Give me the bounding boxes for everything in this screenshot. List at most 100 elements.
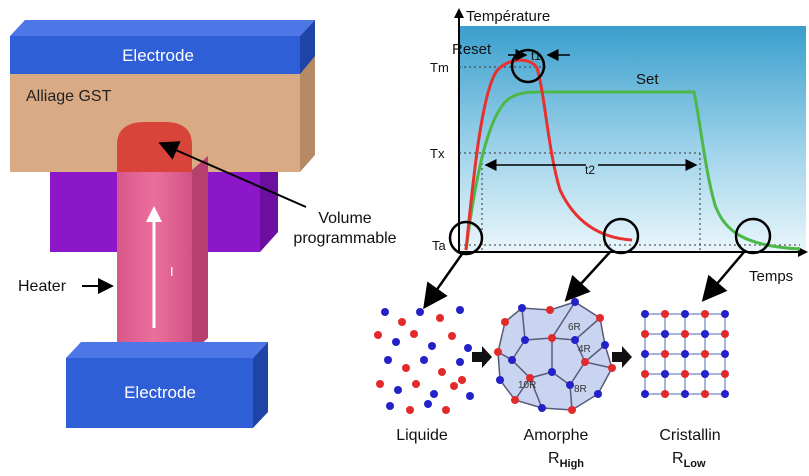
liquid-label: Liquide (396, 427, 448, 444)
top-electrode-label: Electrode (122, 46, 194, 65)
crystal-atom (721, 310, 729, 318)
amorphous-atom (566, 381, 574, 389)
liquid-atom (466, 392, 474, 400)
liquid-atom (464, 344, 472, 352)
y-axis-label: Température (466, 8, 550, 25)
amorphous-atom (501, 318, 509, 326)
crystal-atom (641, 310, 649, 318)
y-axis-arrow (454, 8, 464, 18)
amorphous-atom (526, 374, 534, 382)
temperature-chart: Température Temps Tm Tx Ta Reset Set t1 … (423, 8, 808, 310)
amorphous-atom (511, 396, 519, 404)
liquid-structure (374, 306, 474, 414)
crystal-atom (681, 370, 689, 378)
heater-label: Heater (18, 278, 67, 295)
set-label: Set (636, 71, 659, 88)
current-label: I (170, 264, 174, 279)
tm-label: Tm (430, 60, 449, 75)
crystal-atom (641, 370, 649, 378)
x-axis-label: Temps (749, 268, 793, 285)
liquid-atom (456, 358, 464, 366)
crystal-atom (721, 390, 729, 398)
liquid-pointer (423, 253, 464, 310)
ring-label-4r: 4R (578, 344, 591, 355)
volume-pointer (158, 141, 307, 208)
ring-label-8r: 8R (574, 384, 587, 395)
crystalline-resistance-label: RLow (672, 450, 706, 470)
crystal-atom (641, 350, 649, 358)
crystal-atom (701, 310, 709, 318)
crystalline-structure (641, 310, 729, 398)
liquid-atom (428, 342, 436, 350)
liquid-circle (448, 220, 484, 256)
tx-label: Tx (430, 146, 445, 161)
liquid-atom (438, 368, 446, 376)
liquid-atom (430, 390, 438, 398)
t2-label: t2 (585, 163, 595, 177)
liquid-atom (406, 406, 414, 414)
crystal-atom (701, 350, 709, 358)
crystal-atom (721, 370, 729, 378)
amorphous-atom (548, 334, 556, 342)
amorphous-atom (546, 306, 554, 314)
reset-label: Reset (452, 41, 492, 58)
top-electrode (10, 20, 315, 74)
pcm-device: Electrode Alliage GST Electrode I Heater… (10, 20, 397, 428)
amorphous-atom (581, 358, 589, 366)
ring-label-10r: 10R (518, 380, 536, 391)
liquid-atom (374, 331, 382, 339)
programmable-volume (117, 122, 192, 172)
crystal-atom (661, 370, 669, 378)
amorphous-pointer (564, 251, 611, 302)
liquid-atom (392, 338, 400, 346)
volume-label-line1: Volume (318, 210, 371, 227)
amorphous-atoms (494, 298, 616, 414)
crystal-atom (661, 330, 669, 338)
crystal-atom (681, 350, 689, 358)
amorphous-atom (548, 368, 556, 376)
crystalline-pointer (701, 251, 745, 302)
crystal-atom (701, 390, 709, 398)
transition-arrow-1 (472, 346, 492, 368)
amorphous-atom (538, 404, 546, 412)
liquid-atom (381, 308, 389, 316)
x-axis-arrow (798, 247, 808, 257)
liquid-atom (450, 382, 458, 390)
crystal-atom (701, 330, 709, 338)
crystal-atom (721, 330, 729, 338)
crystal-atom (681, 390, 689, 398)
crystal-atom (641, 390, 649, 398)
amorphous-atom (494, 348, 502, 356)
amorphous-atom (601, 341, 609, 349)
liquid-atom (420, 356, 428, 364)
amorphous-circle (602, 217, 640, 255)
current-arrow-head (146, 206, 162, 222)
crystal-atom (681, 310, 689, 318)
liquid-atom (442, 406, 450, 414)
liquid-atom (402, 364, 410, 372)
liquid-atom (424, 400, 432, 408)
amorphous-atom (518, 304, 526, 312)
heater-pillar (117, 156, 208, 352)
volume-label-line2: programmable (293, 230, 396, 247)
crystalline-label: Cristallin (659, 427, 720, 444)
reset-curve (464, 58, 633, 251)
liquid-atom (386, 402, 394, 410)
amorphous-atom (508, 356, 516, 364)
amorphous-atom (596, 314, 604, 322)
ta-label: Ta (432, 238, 447, 253)
liquid-atom (456, 306, 464, 314)
crystal-atom (701, 370, 709, 378)
amorphous-atom (594, 390, 602, 398)
liquid-atom (448, 332, 456, 340)
amorphous-atom (496, 376, 504, 384)
liquid-atom (376, 380, 384, 388)
chart-background (459, 26, 806, 252)
liquid-atom (410, 330, 418, 338)
peak-circle (510, 48, 546, 84)
amorphous-label: Amorphe (524, 427, 589, 444)
amorphous-atom (568, 406, 576, 414)
transition-arrow-2 (612, 346, 632, 368)
